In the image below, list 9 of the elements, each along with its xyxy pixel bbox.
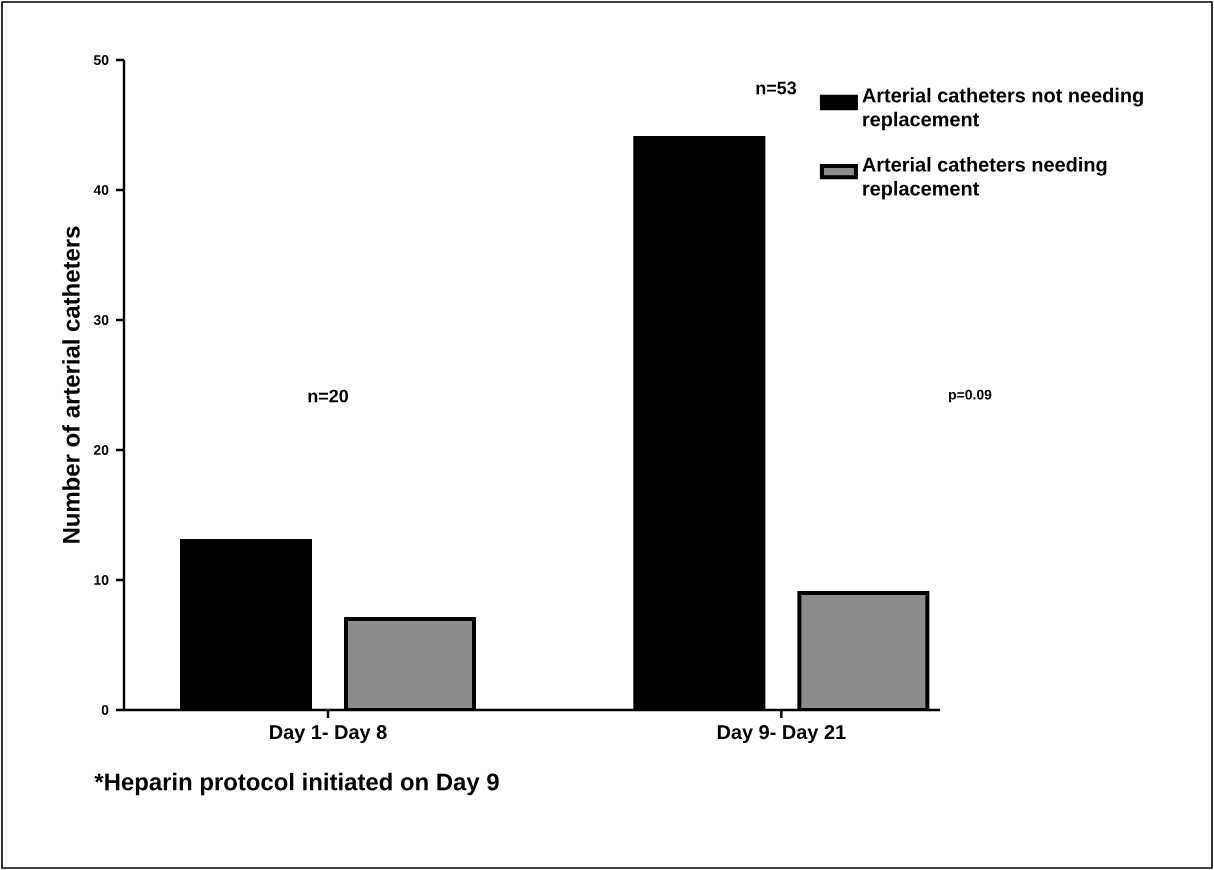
legend-label: Arterial catheters needing replacement [862,157,1107,200]
legend-label: Arterial catheters not needing replacement [862,87,1143,131]
annotation: n=20 [308,389,348,403]
x-tick-label: Day 1- Day 8 [270,725,387,744]
x-tick-label: Day 9- Day 21 [717,725,846,744]
text: *Heparin protocol initiated on Day 9 [94,772,499,796]
annotation: n=53 [756,81,797,95]
bar [797,591,930,710]
y-axis-title: Number of arterial catheters [62,226,80,543]
